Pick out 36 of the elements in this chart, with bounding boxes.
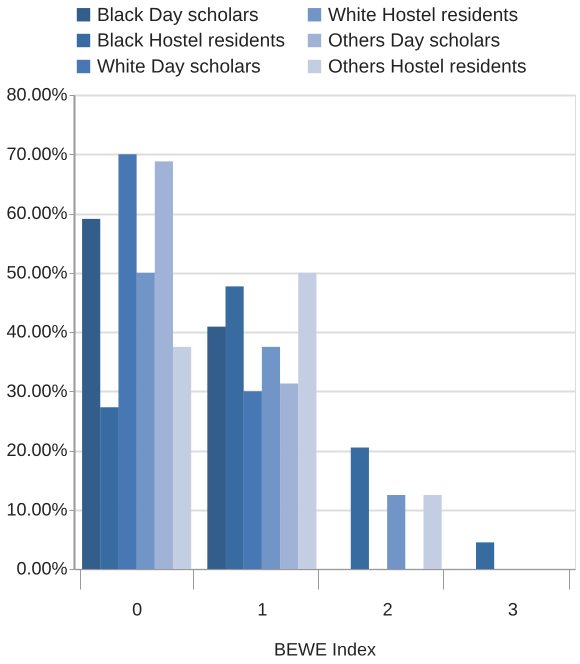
- legend-label: Black Day scholars: [97, 4, 259, 26]
- legend-label: White Hostel residents: [328, 4, 518, 26]
- bar: [423, 494, 442, 569]
- y-tick-label: 20.00%: [6, 440, 68, 460]
- x-tick-label: 2: [382, 600, 393, 620]
- bar: [154, 161, 173, 569]
- y-tick-label: 60.00%: [6, 203, 68, 223]
- y-tick-label: 0.00%: [16, 558, 68, 578]
- x-tick-label: 3: [508, 600, 518, 620]
- legend-label: White Day scholars: [97, 56, 261, 78]
- y-tick-label: 70.00%: [6, 144, 68, 164]
- y-tick-label: 40.00%: [6, 322, 68, 342]
- bar: [280, 384, 298, 569]
- x-tick-label: 1: [257, 600, 268, 620]
- bar: [244, 391, 262, 569]
- bar: [226, 286, 244, 569]
- bar: [82, 218, 100, 569]
- legend-label: Black Hostel residents: [97, 30, 285, 52]
- y-tick-label: 10.00%: [6, 499, 68, 520]
- y-tick-label: 50.00%: [6, 262, 68, 282]
- x-axis-title: BEWE Index: [274, 640, 376, 660]
- bar: [298, 272, 316, 569]
- bar: [118, 154, 137, 569]
- bar: [350, 448, 369, 569]
- bar: [207, 326, 226, 569]
- bar: [476, 542, 494, 569]
- bar: [136, 272, 155, 569]
- legend-label: Others Day scholars: [328, 30, 500, 52]
- bar: [172, 346, 192, 569]
- bar: [100, 407, 118, 569]
- bar: [387, 494, 406, 569]
- y-tick-label: 30.00%: [6, 380, 68, 401]
- bar: [262, 346, 280, 569]
- x-tick-label: 0: [132, 600, 142, 620]
- legend-label: Others Hostel residents: [328, 56, 527, 78]
- y-tick-label: 80.00%: [6, 84, 68, 104]
